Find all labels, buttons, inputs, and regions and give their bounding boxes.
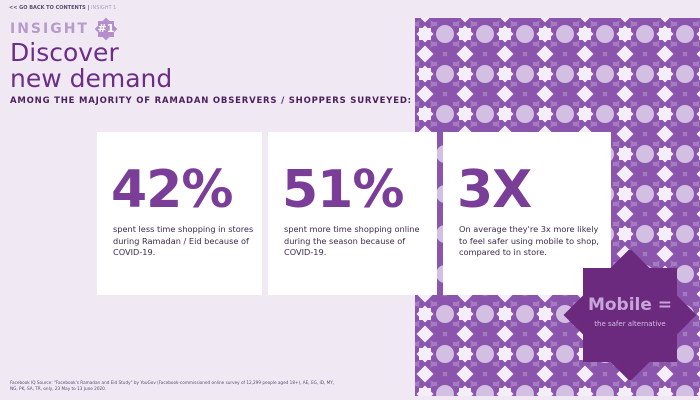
insight-number: #1 <box>97 22 115 35</box>
callout-subtitle: the safer alternative <box>594 320 666 328</box>
mobile-callout: Mobile = the safer alternative <box>560 250 700 380</box>
stat-description: spent more time shopping online during t… <box>284 224 420 257</box>
stat-description: spent less time shopping in stores durin… <box>113 224 254 257</box>
breadcrumb: << GO BACK TO CONTENTS | INSIGHT 1 <box>9 5 116 11</box>
insight-label: INSIGHT #1 <box>10 17 118 41</box>
title-line-2: new demand <box>10 64 173 93</box>
page-title: Discover new demand <box>10 40 172 92</box>
stat-card-mobile: 3X On average they're 3x more likely to … <box>443 132 611 295</box>
stat-card-online: 51% spent more time shopping online duri… <box>268 132 437 295</box>
stat-value: 42% <box>111 160 233 220</box>
callout-title: Mobile = <box>587 295 673 315</box>
star-badge-icon <box>94 17 118 41</box>
insight-word: INSIGHT <box>10 21 89 37</box>
eight-point-star-icon <box>563 250 697 380</box>
title-line-1: Discover <box>10 38 119 67</box>
source-footnote: Facebook IQ Source: "Facebook's Ramadan … <box>10 380 335 391</box>
breadcrumb-current: INSIGHT 1 <box>91 5 117 11</box>
back-to-contents-link[interactable]: << GO BACK TO CONTENTS <box>9 5 86 11</box>
stat-value: 51% <box>282 160 404 220</box>
insight-badge: #1 <box>94 17 118 41</box>
subtitle: AMONG THE MAJORITY OF RAMADAN OBSERVERS … <box>10 96 412 106</box>
stat-value: 3X <box>457 160 532 220</box>
stat-card-stores: 42% spent less time shopping in stores d… <box>97 132 262 295</box>
breadcrumb-separator: | <box>85 5 92 11</box>
stat-description: On average they're 3x more likely to fee… <box>459 224 600 257</box>
